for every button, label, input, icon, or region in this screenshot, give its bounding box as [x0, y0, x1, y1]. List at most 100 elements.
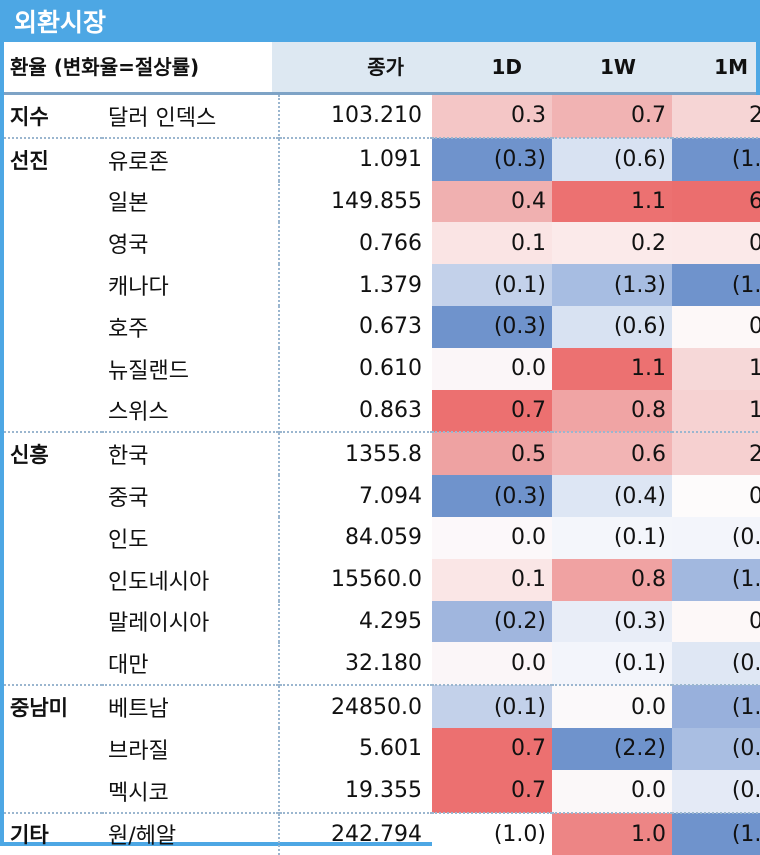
change-1w: 1.0 — [552, 811, 672, 855]
group-cell — [4, 222, 102, 264]
currency-name: 원/헤알 — [102, 811, 279, 855]
group-cell — [4, 264, 102, 306]
currency-name: 대만 — [108, 653, 149, 679]
table-row: 캐나다 1.379(0.1)(1.3)(1.5) — [4, 264, 760, 306]
change-1w: 0.6 — [552, 431, 672, 476]
close-value: 242.794 — [278, 811, 432, 855]
group-cell — [4, 475, 102, 517]
currency-name: 인도네시아 — [108, 569, 210, 595]
group-cell — [4, 390, 102, 433]
change-1d: (0.2) — [432, 600, 552, 643]
change-1d: (1.0) — [432, 811, 552, 855]
change-1m: (1.0) — [672, 558, 760, 601]
change-1d: 0.1 — [432, 558, 552, 601]
change-1m: (0.2) — [672, 516, 760, 559]
table-row: 호주 0.673(0.3)(0.6)0.2 — [4, 305, 760, 348]
change-1d: (0.3) — [432, 305, 552, 348]
group-cell — [4, 770, 102, 813]
change-1m: (1.2) — [672, 684, 760, 728]
close-value: 5.601 — [278, 727, 432, 770]
table-row: 인도네시아 15560.00.10.8(1.0) — [4, 558, 760, 601]
change-1w: (0.1) — [552, 516, 672, 559]
change-1w: (1.3) — [552, 264, 672, 306]
change-1w: (0.6) — [552, 305, 672, 348]
group-cell: 신흥 — [4, 431, 102, 476]
close-value: 0.766 — [278, 222, 432, 265]
close-value: 32.180 — [278, 642, 432, 686]
change-1m: 6.5 — [672, 180, 760, 223]
change-1w: (2.2) — [552, 727, 672, 770]
change-1d: 0.0 — [432, 642, 552, 686]
close-value: 24850.0 — [278, 684, 432, 728]
change-1d: 0.0 — [432, 347, 552, 390]
change-1w: (0.6) — [552, 136, 672, 181]
close-value: 4.295 — [278, 600, 432, 643]
panel-title: 외환시장 — [4, 4, 756, 42]
change-1w: 0.0 — [552, 684, 672, 728]
group-cell — [4, 348, 102, 390]
currency-name: 영국 — [108, 233, 149, 259]
change-1m: (1.5) — [672, 136, 760, 181]
change-1m: 0.7 — [672, 222, 760, 265]
change-1w: 1.1 — [552, 347, 672, 390]
change-1d: 0.4 — [432, 180, 552, 223]
currency-name: 브라질 — [108, 738, 169, 764]
header-1w: 1W — [600, 55, 636, 79]
change-1d: (0.1) — [432, 684, 552, 728]
change-1m: 2.0 — [672, 431, 760, 476]
close-value: 1.379 — [278, 264, 432, 306]
change-1d: 0.7 — [432, 769, 552, 813]
change-1w: (0.1) — [552, 642, 672, 686]
group-cell: 지수 — [10, 104, 49, 129]
currency-name: 유로존 — [102, 136, 279, 181]
header-close: 종가 — [367, 55, 404, 79]
close-value: 149.855 — [278, 180, 432, 223]
close-value: 0.610 — [278, 347, 432, 390]
change-1w: (0.3) — [552, 600, 672, 643]
close-value: 7.094 — [278, 475, 432, 517]
change-1w: 0.7 — [552, 95, 672, 138]
group-cell — [4, 642, 102, 685]
currency-name: 호주 — [108, 316, 149, 342]
group-cell — [4, 181, 102, 223]
change-1m: 0.2 — [672, 305, 760, 348]
change-1m: (1.6) — [672, 811, 760, 855]
change-1w: 1.1 — [552, 180, 672, 223]
change-1d: 0.7 — [432, 727, 552, 770]
group-cell: 선진 — [4, 136, 102, 181]
change-1m: 1.8 — [672, 389, 760, 433]
change-1d: 0.3 — [432, 95, 552, 138]
close-value: 1355.8 — [278, 431, 432, 476]
change-1m: 0.2 — [672, 600, 760, 643]
change-1m: 0.1 — [672, 475, 760, 517]
change-1d: 0.1 — [432, 222, 552, 265]
change-1d: 0.0 — [432, 516, 552, 559]
change-1w: 0.8 — [552, 389, 672, 433]
change-1m: (0.3) — [672, 769, 760, 813]
change-1d: 0.7 — [432, 389, 552, 433]
group-cell — [4, 559, 102, 601]
change-1m: 2.1 — [672, 95, 760, 138]
currency-name: 베트남 — [102, 684, 279, 728]
close-value: 0.863 — [278, 389, 432, 433]
currency-name: 스위스 — [108, 400, 169, 426]
close-value: 1.091 — [278, 136, 432, 181]
currency-name: 뉴질랜드 — [108, 358, 189, 384]
currency-name: 말레이시아 — [108, 611, 210, 637]
change-1d: (0.3) — [432, 475, 552, 517]
group-cell — [4, 728, 102, 770]
table-row: 중국 7.094(0.3)(0.4)0.1 — [4, 475, 760, 517]
change-1w: 0.0 — [552, 769, 672, 813]
change-1w: (0.4) — [552, 475, 672, 517]
